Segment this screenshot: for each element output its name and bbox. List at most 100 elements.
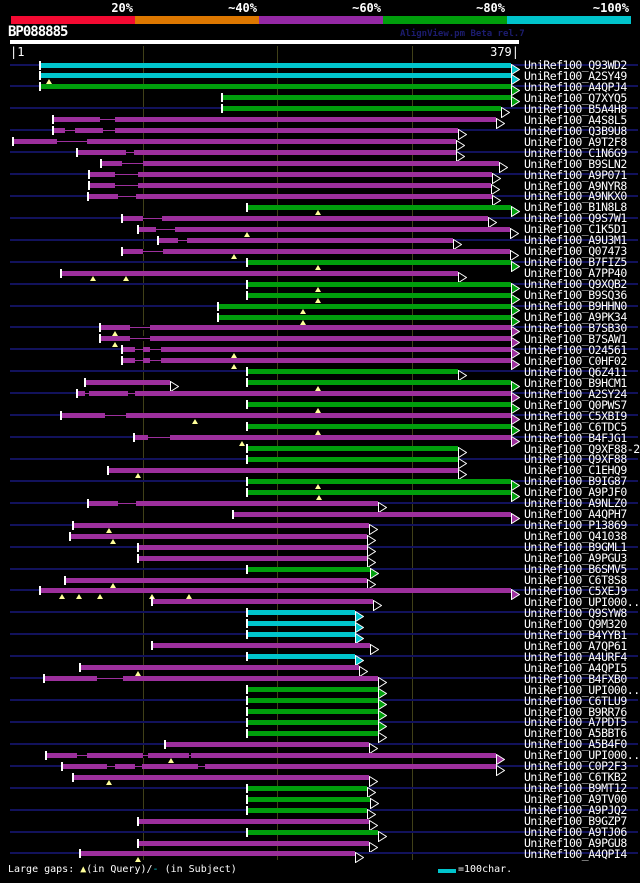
segment-start-tick: [245, 444, 248, 454]
alignment-bar: [157, 237, 454, 243]
segment-start-tick: [136, 553, 139, 563]
row-label: UniRef100_A9TJ06: [524, 825, 627, 840]
alignment-bar: [39, 62, 511, 68]
row-label: UniRef100_Q9XQB2: [524, 277, 627, 292]
alignment-arrow-icon: [511, 377, 521, 393]
alignment-bar: [137, 840, 369, 846]
query-gap-triangle-icon: [185, 593, 192, 599]
alignment-bar: [12, 139, 457, 145]
segment-start-tick: [245, 400, 248, 410]
row-label: UniRef100_A4S8L5: [524, 112, 627, 127]
alignment-arrow-icon: [511, 355, 521, 371]
alignment-arrow-icon: [378, 695, 388, 711]
row-label: UniRef100_C1K5D1: [524, 222, 627, 237]
segment-start-tick: [60, 268, 63, 278]
subject-gap-line: [198, 765, 205, 767]
alignment-arrow-icon: [511, 399, 521, 415]
query-gap-triangle-icon: [106, 528, 113, 534]
query-gap-triangle-icon: [168, 758, 175, 764]
alignment-bar: [233, 511, 511, 517]
alignment-arrow-icon: [378, 498, 388, 514]
row-label: UniRef100_C6TDC5: [524, 419, 627, 434]
row-label: UniRef100_Q6Z411: [524, 364, 627, 379]
alignment-bar: [246, 259, 511, 265]
segment-start-tick: [72, 772, 75, 782]
scale-tick-label: ~80%: [476, 1, 505, 15]
query-gap-triangle-icon: [299, 320, 306, 326]
alignment-bar: [108, 467, 458, 473]
segment-start-tick: [120, 246, 123, 256]
identity-scale-bar: [11, 16, 631, 24]
row-label: UniRef100_A9NYR8: [524, 178, 627, 193]
row-label: UniRef100_Q3B9U8: [524, 123, 627, 138]
alignment-bar: [65, 577, 368, 583]
row-label: UniRef100_B9RR76: [524, 704, 627, 719]
row-label: UniRef100_B9IG87: [524, 474, 627, 489]
row-label: UniRef100_A9NKX0: [524, 189, 627, 204]
row-label: UniRef100_B5A4H8: [524, 101, 627, 116]
alignment-arrow-icon: [355, 848, 365, 864]
alignment-bar: [246, 719, 379, 725]
segment-start-tick: [100, 159, 103, 169]
segment-start-tick: [38, 82, 41, 92]
row-label: UniRef100_B9SQ36: [524, 288, 627, 303]
segment-start-tick: [245, 608, 248, 618]
alignment-bar: [53, 128, 458, 134]
subject-gap-line: [57, 141, 87, 143]
alignment-bar: [222, 106, 501, 112]
alignment-bar: [152, 599, 373, 605]
alignment-arrow-icon: [367, 575, 377, 590]
alignment-bar: [246, 292, 511, 298]
segment-start-tick: [76, 389, 79, 399]
query-gap-triangle-icon: [314, 407, 321, 413]
row-label: UniRef100_B7FIZ5: [524, 255, 627, 270]
alignment-arrow-icon: [378, 717, 388, 733]
alignment-arrow-icon: [457, 268, 467, 284]
query-gap-triangle-icon: [314, 429, 321, 435]
row-label: UniRef100_C0HF02: [524, 353, 627, 368]
segment-start-tick: [245, 378, 248, 388]
alignment-arrow-icon: [457, 125, 467, 141]
alignment-arrow-icon: [169, 377, 180, 393]
alignment-bar: [137, 544, 368, 550]
row-label: UniRef100_A9T2F8: [524, 134, 627, 149]
scale-segment: [507, 16, 631, 24]
alignment-arrow-icon: [456, 136, 466, 152]
alignment-bar: [77, 391, 511, 397]
segment-start-tick: [245, 728, 248, 738]
query-end-label: 379|: [490, 45, 519, 59]
row-label: UniRef100_A4QPI5: [524, 660, 627, 675]
alignment-bar: [87, 500, 379, 506]
segment-start-tick: [136, 542, 139, 552]
segment-start-tick: [86, 191, 89, 201]
row-label: UniRef100_UPI000..: [524, 594, 640, 609]
alignment-arrow-icon: [511, 476, 521, 492]
row-label: UniRef100_Q93WD2: [524, 58, 627, 72]
alignment-bar: [246, 204, 511, 210]
alignment-bar: [89, 183, 492, 189]
alignment-bar: [246, 785, 368, 791]
alignment-arrow-icon: [367, 531, 377, 547]
segment-start-tick: [120, 345, 123, 355]
alignment-arrow-icon: [511, 585, 521, 601]
subject-gap-line: [143, 250, 164, 252]
alignment-bar: [73, 522, 369, 528]
alignment-bar: [87, 193, 493, 199]
subject-gap-line: [134, 349, 144, 351]
row-label: UniRef100_B9GZP7: [524, 814, 627, 829]
segment-start-tick: [88, 170, 91, 180]
subject-gap-line: [117, 502, 137, 504]
alignment-arrow-icon: [511, 279, 521, 295]
subject-gap-line: [177, 239, 188, 241]
segment-start-tick: [245, 564, 248, 574]
segment-start-tick: [245, 717, 248, 727]
subject-gap-line: [105, 415, 126, 417]
alignment-bar: [246, 281, 511, 287]
query-gap-triangle-icon: [231, 352, 238, 358]
query-gap-triangle-icon: [314, 265, 321, 271]
alignment-bar: [246, 369, 458, 375]
segment-start-tick: [69, 531, 72, 541]
segment-start-tick: [88, 181, 91, 191]
subject-gap-dash-icon: -: [152, 864, 159, 875]
